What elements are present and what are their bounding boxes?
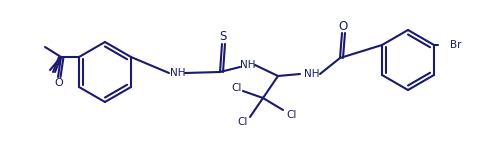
Text: S: S [220, 31, 227, 44]
Text: O: O [55, 78, 63, 88]
Text: O: O [338, 20, 348, 33]
Text: NH: NH [304, 69, 320, 79]
Text: Cl: Cl [232, 83, 242, 93]
Text: Br: Br [450, 40, 462, 50]
Text: Cl: Cl [238, 117, 248, 127]
Text: NH: NH [240, 60, 256, 70]
Text: Cl: Cl [287, 110, 297, 120]
Text: NH: NH [170, 68, 186, 78]
